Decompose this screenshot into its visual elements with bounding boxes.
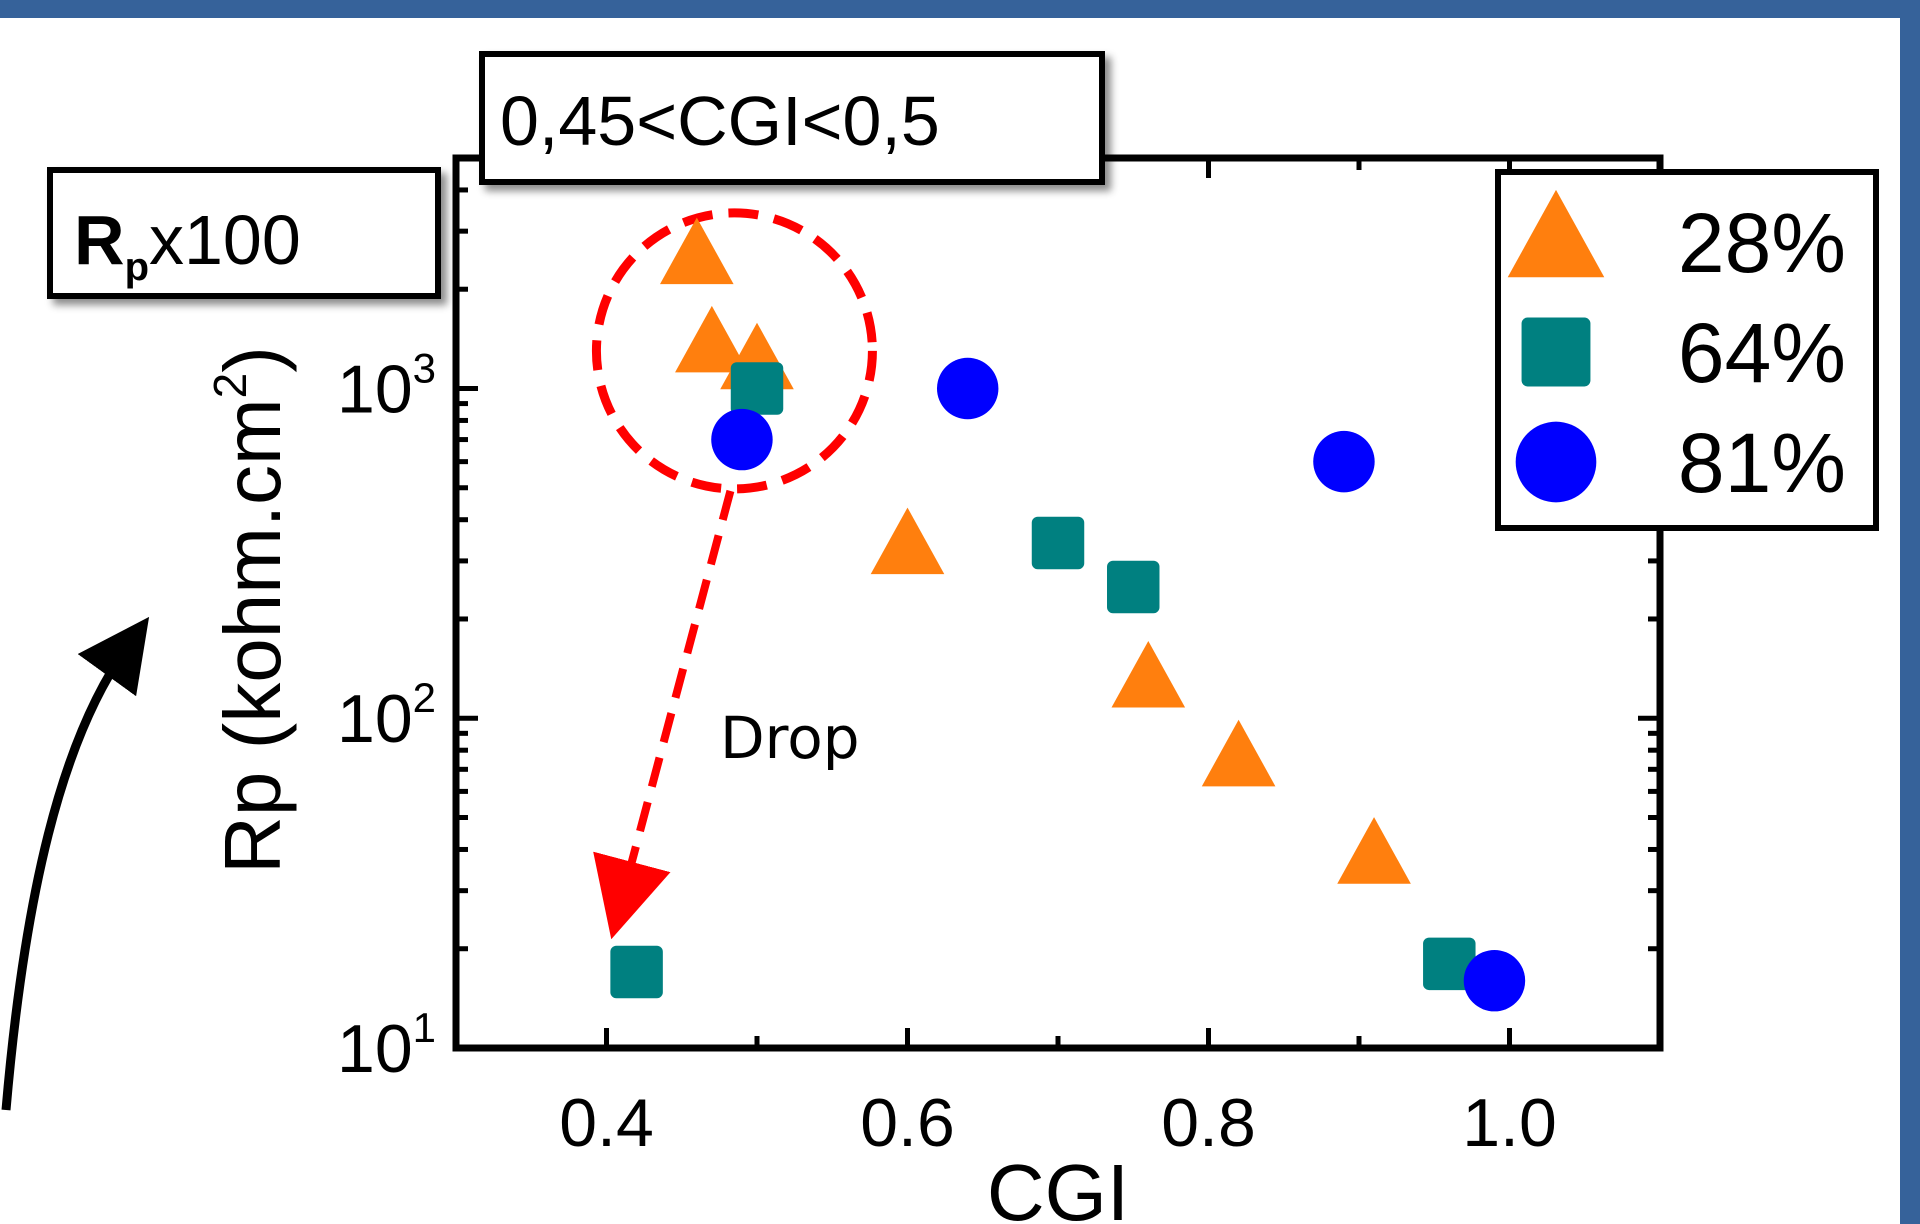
y-axis-title: Rp (kohm.cm2) [204, 346, 297, 874]
data-point-square [610, 945, 663, 999]
legend-marker-triangle [1507, 189, 1605, 278]
range-box: 0,45<CGI<0,5 [479, 51, 1105, 185]
tick-layer [456, 155, 1660, 1051]
rp-scale-text: Rpx100 [74, 201, 301, 289]
data-marks [610, 217, 1526, 1012]
legend-marker-circle [1515, 421, 1597, 503]
data-point-triangle [675, 305, 749, 373]
slide-top-band [0, 0, 1920, 18]
legend: 28% 64% 81% [1495, 169, 1879, 531]
data-point-square [1031, 516, 1085, 570]
data-point-circle [1463, 949, 1526, 1012]
y-tick-label: 103 [337, 344, 436, 427]
plot-frame [452, 154, 1664, 1052]
rp-scale-box: Rpx100 [47, 167, 441, 299]
x-axis-title: CGI [987, 1148, 1129, 1224]
data-point-circle [1313, 430, 1375, 493]
curved-arrow [1, 616, 150, 1111]
drop-arrow [593, 489, 735, 940]
highlight-circle [591, 208, 877, 494]
range-box-text: 0,45<CGI<0,5 [500, 82, 940, 160]
x-tick-label: 0.6 [860, 1085, 955, 1161]
rp-scale-r: R [74, 201, 125, 279]
data-point-square [730, 362, 784, 415]
data-point-triangle [1337, 817, 1411, 884]
y-axis-title-close: ) [208, 346, 297, 373]
legend-label: 28% [1678, 196, 1846, 290]
y-axis-title-sup: 2 [204, 373, 256, 399]
rp-scale-rest: x100 [149, 201, 301, 279]
data-point-triangle [660, 217, 734, 285]
legend-marker-square [1521, 317, 1591, 387]
legend-label: 81% [1678, 416, 1846, 510]
data-point-circle [711, 408, 773, 471]
data-point-square [1107, 560, 1160, 614]
y-axis-title-main: Rp (kohm.cm [208, 398, 297, 874]
legend-items: 28% 64% 81% [1507, 189, 1846, 510]
data-point-triangle [870, 507, 945, 575]
x-tick-label: 0.8 [1161, 1085, 1256, 1161]
data-point-triangle [1111, 640, 1186, 708]
data-point-circle [936, 357, 999, 420]
y-tick-label: 102 [337, 674, 436, 757]
x-tick-label: 1.0 [1462, 1085, 1557, 1161]
x-tick-label: 0.4 [559, 1085, 654, 1161]
tick-label-layer: 0.4 0.6 0.8 1.0 101 102 103 [337, 344, 1557, 1161]
legend-label: 64% [1678, 306, 1846, 400]
drop-label: Drop [720, 704, 860, 772]
data-point-square [1423, 937, 1476, 991]
rp-scale-sub: p [125, 245, 149, 289]
slide-right-band [1900, 0, 1920, 1224]
y-tick-label: 101 [337, 1004, 436, 1087]
data-point-triangle [1201, 719, 1276, 787]
